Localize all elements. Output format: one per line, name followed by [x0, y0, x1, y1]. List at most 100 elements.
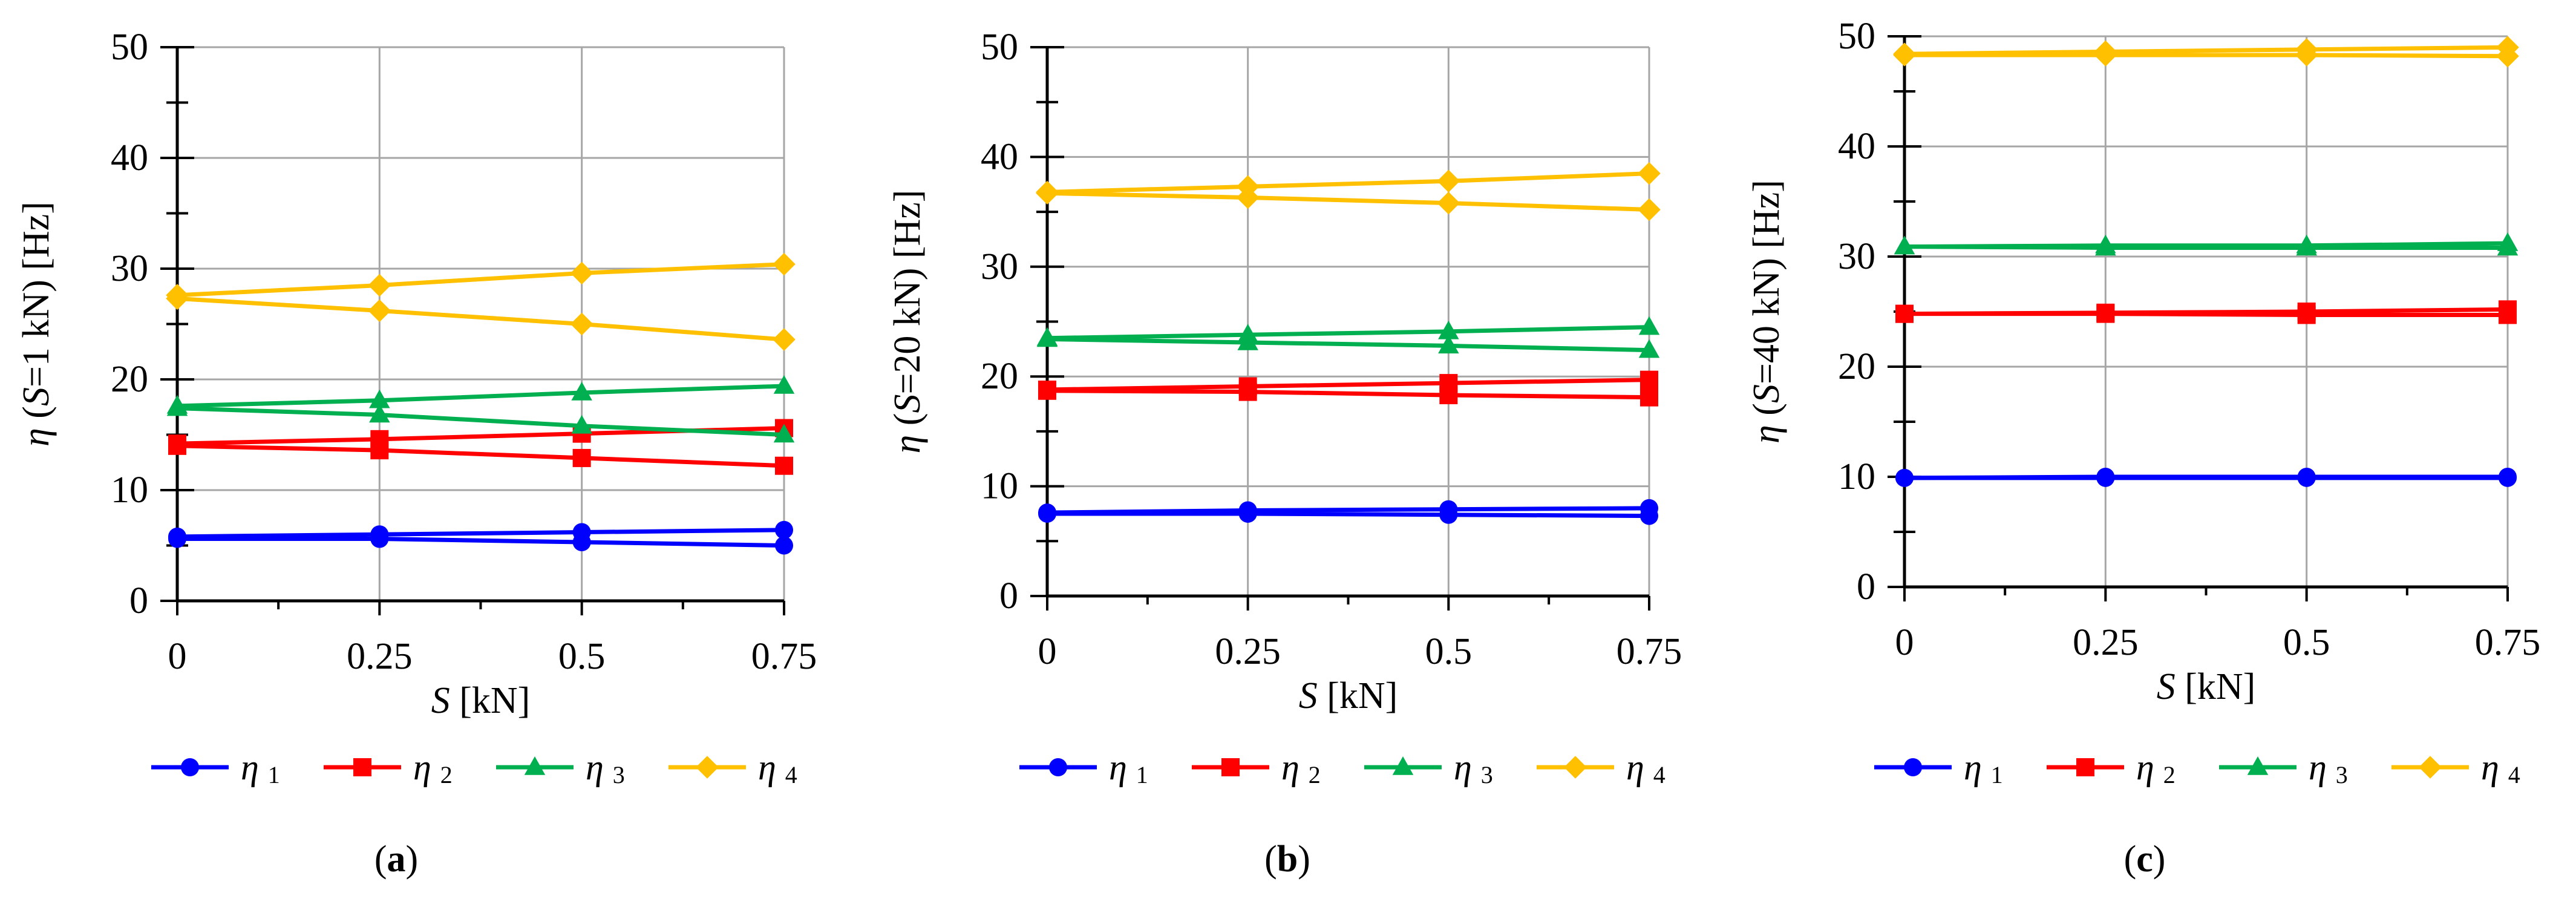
data-point-triangle	[773, 375, 795, 394]
data-point-triangle	[1638, 316, 1660, 335]
data-point-triangle	[369, 404, 390, 423]
x-axis-title: S [kN]	[1299, 675, 1398, 716]
chart-panel-2: 0 10 20 30 40 50 0 0.25 0.5 0.75 S [kN] η (S=20 kN)…	[887, 27, 1682, 880]
x-tick-label: 0.75	[1617, 631, 1682, 672]
legend-marker-circle	[1049, 758, 1067, 776]
y-tick-label: 10	[111, 470, 148, 511]
data-point-square	[572, 448, 591, 467]
series-line-lower	[1904, 312, 2508, 317]
legend-marker-diamond	[2419, 756, 2442, 779]
series-line-upper	[177, 528, 785, 539]
data-point-circle	[168, 529, 186, 548]
series-η4	[1893, 36, 2519, 68]
y-tick-label: 0	[999, 575, 1018, 617]
series-η2	[1895, 300, 2517, 324]
x-tick-label: 0.75	[2475, 622, 2541, 663]
series-line-upper	[1047, 325, 1650, 341]
data-point-triangle	[1894, 235, 1915, 255]
data-point-triangle	[2095, 237, 2116, 256]
series-line-upper	[1904, 45, 2508, 56]
legend: η 1 η 2 η 3 η 4	[151, 747, 797, 788]
y-tick-label: 50	[981, 27, 1018, 68]
y-axis-title: η (S=20 kN) [Hz]	[887, 190, 928, 454]
series-η2	[1038, 370, 1658, 407]
legend: η 1 η 2 η 3 η 4	[1874, 747, 2520, 788]
series-η1	[1038, 499, 1658, 525]
data-point-diamond	[570, 312, 593, 336]
y-tick-label: 20	[1838, 346, 1875, 387]
y-axis-title: η (S=1 kN) [Hz]	[16, 201, 57, 447]
legend-marker-square	[353, 758, 371, 776]
data-point-triangle	[1438, 320, 1459, 339]
legend-item-η3: η 3	[2219, 747, 2348, 788]
data-point-diamond	[570, 261, 593, 285]
data-point-triangle	[2296, 237, 2317, 256]
y-tick-label: 30	[111, 248, 148, 289]
series-η3	[1894, 232, 2519, 256]
legend-marker-square	[2076, 758, 2094, 776]
x-tick-label: 0.25	[347, 636, 413, 677]
data-point-diamond	[368, 273, 391, 297]
legend-label: η 2	[1281, 747, 1321, 788]
legend-item-η4: η 4	[2391, 747, 2520, 788]
data-point-diamond	[2094, 44, 2117, 67]
y-tick-label: 0	[1857, 566, 1875, 608]
data-point-circle	[1439, 505, 1458, 524]
x-tick-label: 0	[1895, 622, 1914, 663]
legend-label: η 4	[2481, 747, 2520, 788]
data-point-diamond	[1437, 169, 1460, 193]
series-η4	[1036, 162, 1661, 221]
x-tick-label: 0	[168, 636, 187, 677]
legend-item-η4: η 4	[669, 747, 797, 788]
panel-label: (c)	[2124, 839, 2166, 880]
data-point-triangle	[571, 414, 592, 434]
data-point-diamond	[2295, 44, 2318, 67]
panel-label: (a)	[374, 839, 418, 880]
series-line-lower	[1047, 511, 1650, 519]
legend: η 1 η 2 η 3 η 4	[1019, 747, 1666, 788]
legend-label: η 1	[1964, 747, 2003, 788]
data-point-triangle	[1237, 331, 1258, 350]
legend-marker-circle	[1904, 758, 1922, 776]
data-point-triangle	[571, 381, 592, 401]
data-point-triangle	[166, 397, 188, 416]
data-point-square	[2297, 306, 2316, 324]
legend-item-η2: η 2	[2047, 747, 2176, 788]
legend-label: η 3	[586, 747, 625, 788]
data-point-diamond	[166, 287, 189, 310]
x-tick-label: 0.5	[558, 636, 606, 677]
data-point-diamond	[2496, 45, 2519, 68]
chart-panel-3: 0 10 20 30 40 50 0 0.25 0.5 0.75 S [kN] η (S=40 kN)…	[1746, 16, 2540, 880]
series-line-upper	[1047, 378, 1650, 392]
legend-item-η1: η 1	[1019, 747, 1148, 788]
legend-label: η 2	[413, 747, 453, 788]
y-axis-title: η (S=40 kN) [Hz]	[1746, 180, 1787, 444]
series-line-lower	[1047, 337, 1650, 353]
data-point-diamond	[1036, 182, 1059, 205]
data-point-diamond	[368, 299, 391, 323]
x-axis-title: S [kN]	[431, 680, 531, 721]
x-tick-label: 0.5	[2283, 622, 2330, 663]
data-point-triangle	[1638, 339, 1660, 358]
series-line-upper	[1047, 506, 1650, 515]
x-tick-label: 0.25	[1215, 631, 1281, 672]
legend-item-η2: η 2	[324, 747, 453, 788]
x-tick-label: 0	[1038, 631, 1057, 672]
data-point-circle	[1640, 506, 1658, 525]
series-line-upper	[1047, 171, 1650, 194]
series-η1	[1895, 468, 2517, 487]
legend-item-η1: η 1	[151, 747, 280, 788]
series-η3	[1036, 316, 1660, 358]
x-tick-label: 0.25	[2073, 622, 2139, 663]
series-line-lower	[177, 296, 785, 342]
data-point-diamond	[1437, 191, 1460, 215]
data-point-square	[168, 436, 186, 455]
data-point-triangle	[1438, 335, 1459, 354]
data-point-diamond	[1638, 162, 1661, 185]
y-tick-label: 0	[129, 580, 148, 621]
legend-label: η 1	[241, 747, 280, 788]
legend-marker-triangle	[1392, 756, 1414, 775]
data-point-circle	[1038, 504, 1056, 523]
